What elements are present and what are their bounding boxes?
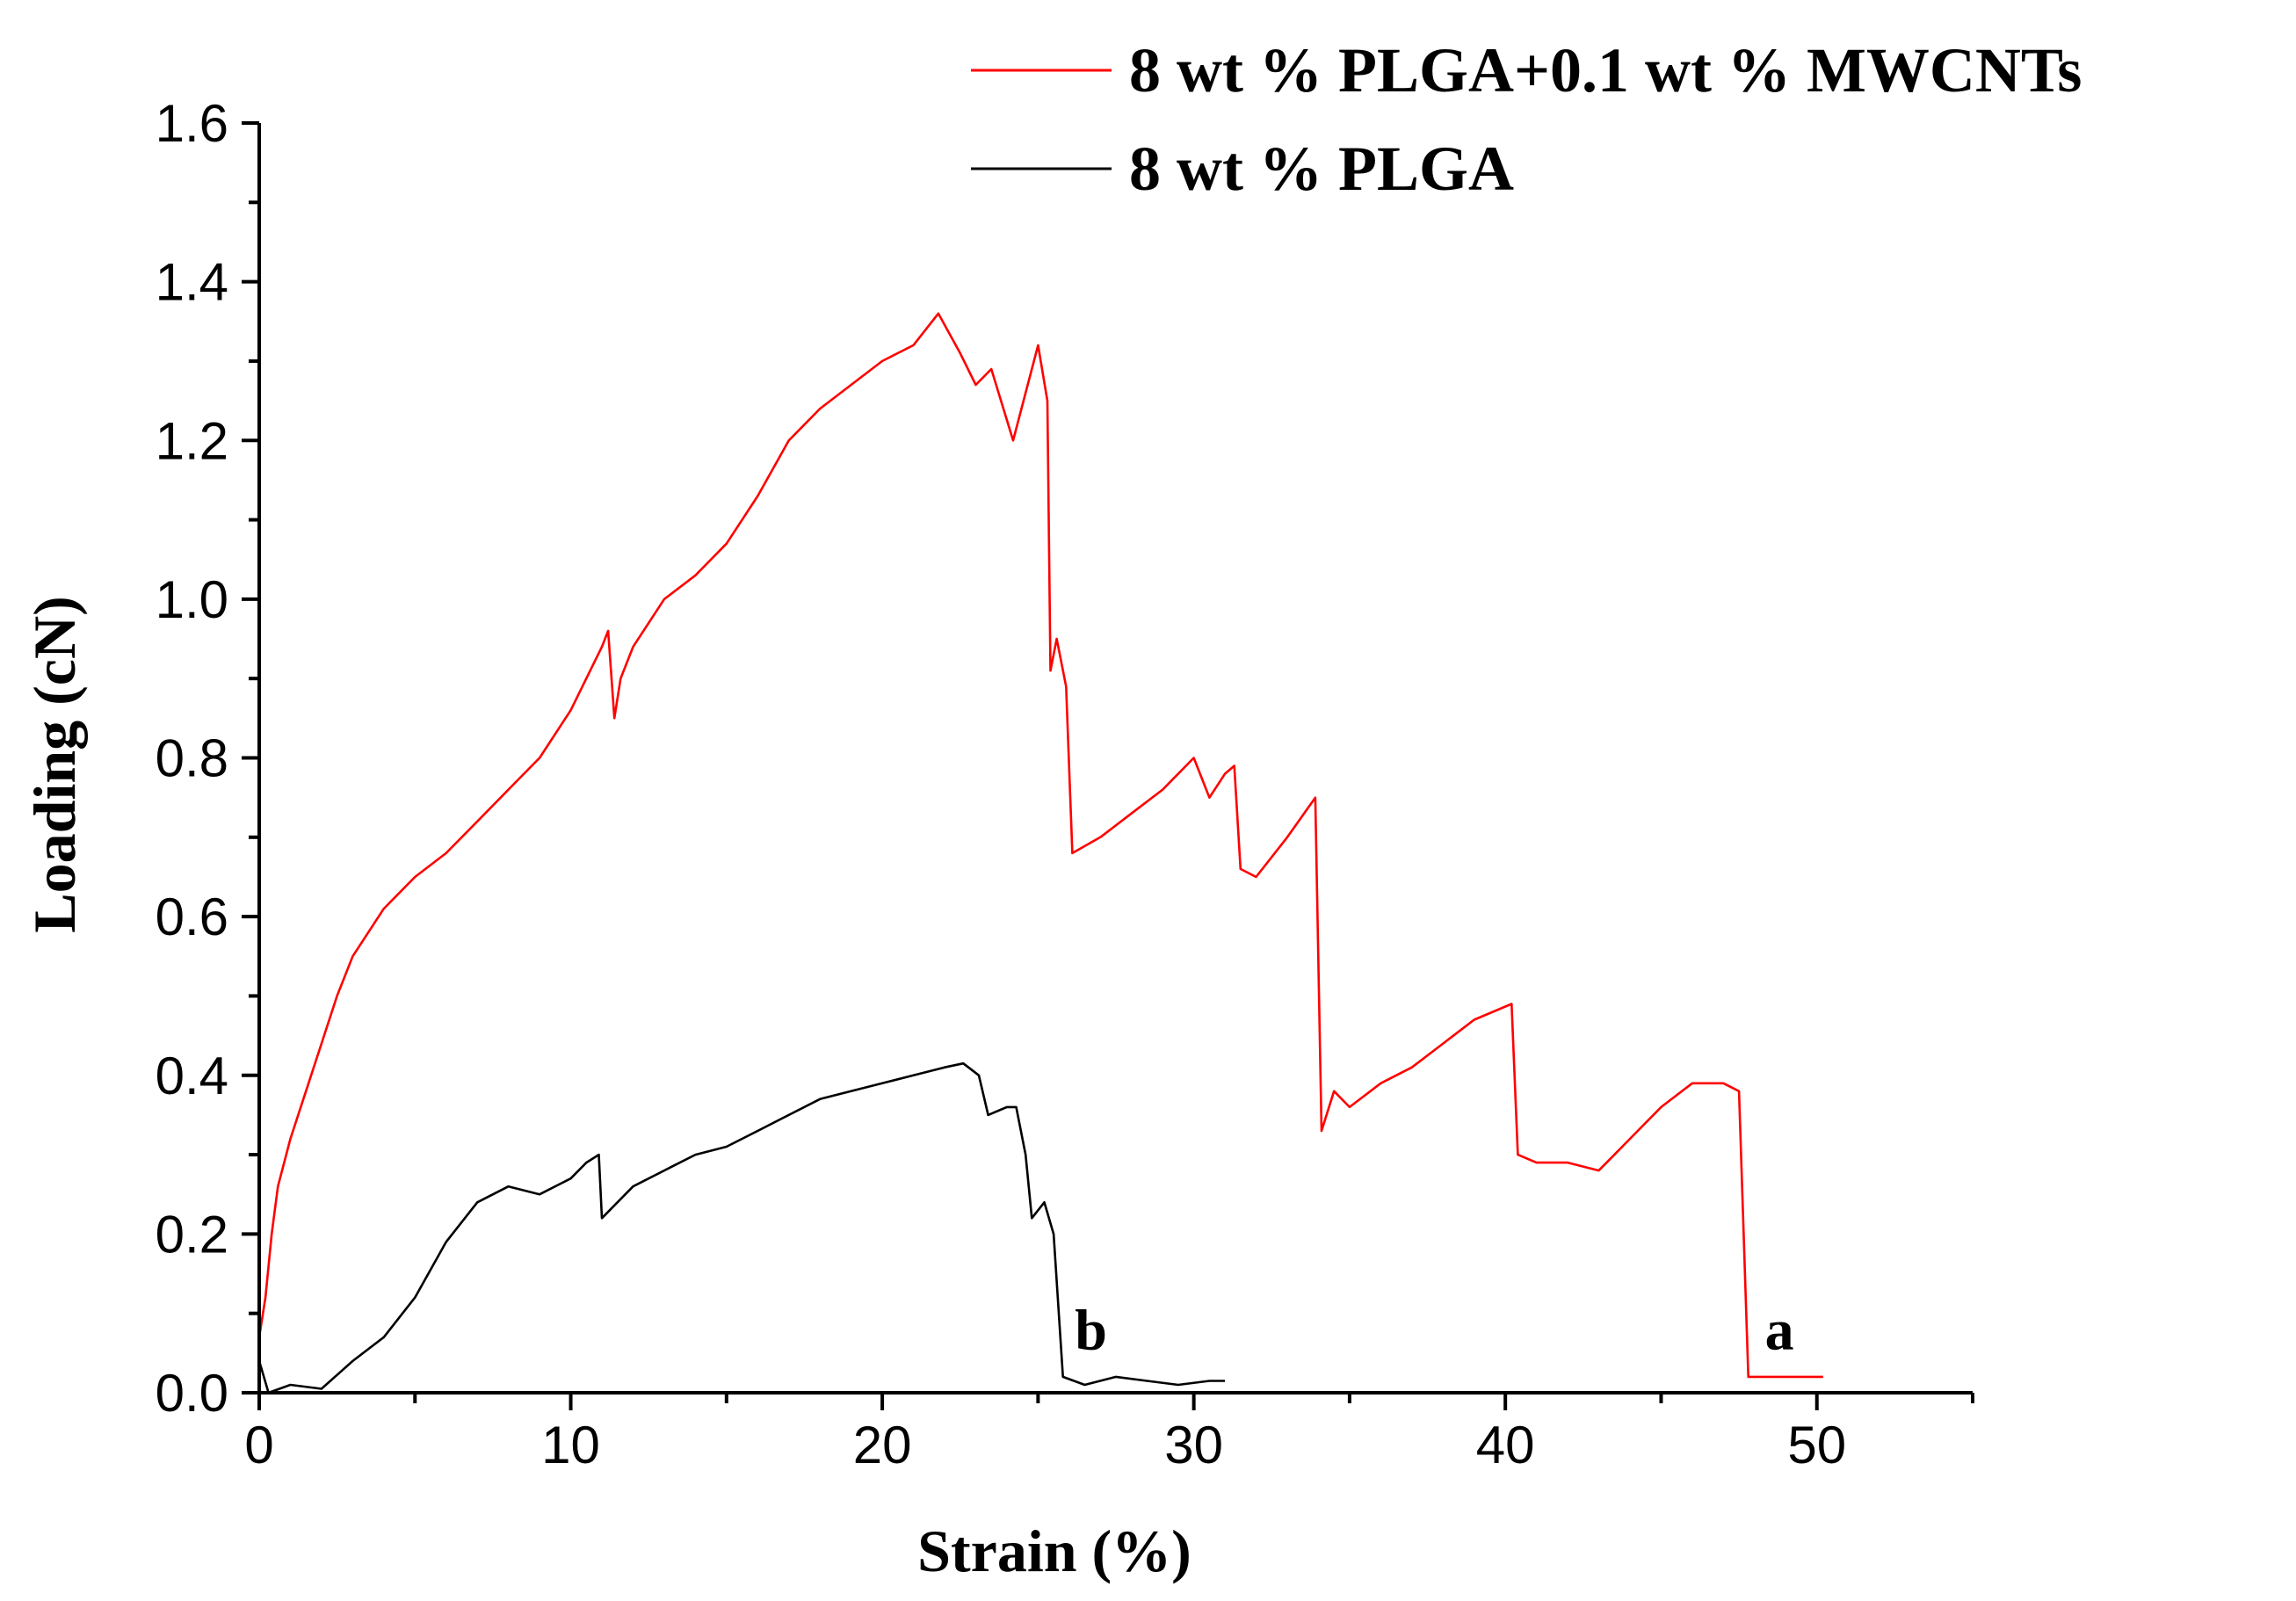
- y-tick-label: 1.0: [156, 570, 228, 629]
- x-axis-title: Strain (%): [917, 1518, 1191, 1584]
- x-tick-label: 50: [1787, 1416, 1846, 1474]
- legend: 8 wt % PLGA+0.1 wt % MWCNTs 8 wt % PLGA: [971, 35, 2082, 204]
- y-tick-label: 0.6: [156, 887, 228, 946]
- legend-label-plga: 8 wt % PLGA: [1129, 134, 1514, 204]
- x-tick-label: 40: [1476, 1416, 1535, 1474]
- y-axis-title: Loading (cN): [21, 596, 88, 932]
- y-tick-label: 1.2: [156, 411, 228, 470]
- legend-label-mwcnts: 8 wt % PLGA+0.1 wt % MWCNTs: [1129, 35, 2082, 105]
- y-tick-label: 0.8: [156, 729, 228, 788]
- tick-labels-layer: 0 10 20 30 40 50 0.0 0.2 0.4 0.6 0.8 1.0 1.2 1.4 1.6: [156, 94, 1847, 1474]
- y-tick-label: 0.4: [156, 1047, 228, 1105]
- axes-layer: [242, 121, 1974, 1410]
- x-tick-label: 20: [853, 1416, 912, 1474]
- series-line-plga: [257, 1061, 1226, 1395]
- x-tick-label: 10: [541, 1416, 600, 1474]
- annotation-b: b: [1075, 1298, 1107, 1362]
- x-tick-label: 30: [1164, 1416, 1223, 1474]
- y-tick-label: 0.0: [156, 1364, 228, 1423]
- annotation-layer: ab: [1075, 1298, 1793, 1362]
- x-tick-label: 0: [244, 1416, 273, 1474]
- series-line-mwcnts: [257, 312, 1823, 1379]
- y-tick-label: 1.4: [156, 253, 228, 312]
- y-tick-label: 0.2: [156, 1205, 228, 1264]
- series-layer: [257, 312, 1823, 1395]
- y-tick-label: 1.6: [156, 94, 228, 153]
- annotation-a: a: [1765, 1298, 1794, 1362]
